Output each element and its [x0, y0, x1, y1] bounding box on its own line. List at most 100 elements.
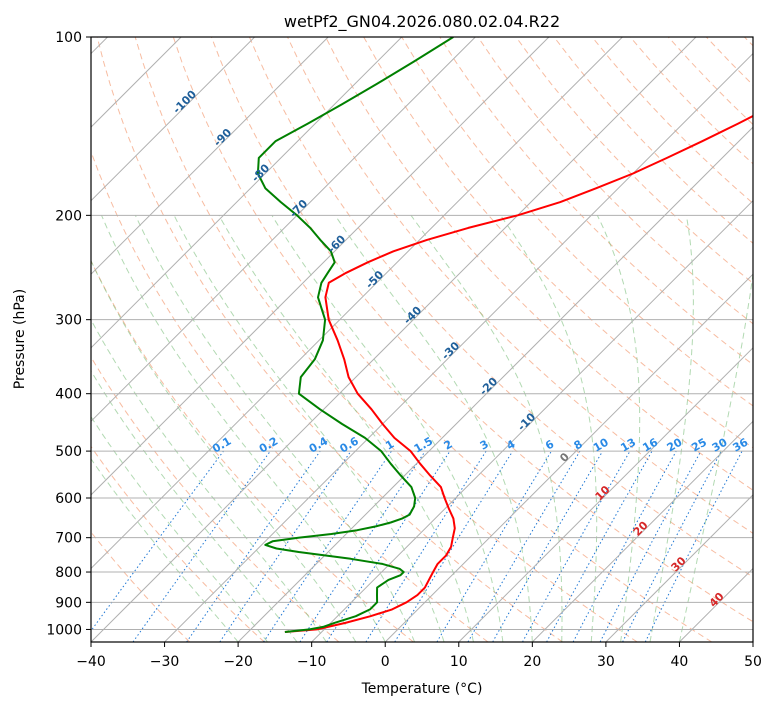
isotherm-line: [91, 37, 623, 570]
moist-adiabat: [410, 215, 563, 642]
mixing-ratio-line: [394, 450, 514, 642]
dry-adiabat: [667, 37, 753, 126]
mixing-ratio-line: [132, 450, 271, 642]
dry-adiabat: [172, 37, 713, 642]
dry-adiabat: [91, 356, 340, 642]
isotherm-line: [91, 37, 403, 349]
isotherm-label: -20: [477, 375, 500, 398]
isotherm-line: [458, 347, 753, 642]
isotherm-label: 20: [631, 518, 651, 538]
moist-adiabat: [91, 259, 357, 642]
mixing-ratio-line: [599, 450, 702, 642]
mixing-ratio-label: 30: [710, 435, 730, 454]
y-tick-label: 300: [55, 313, 82, 329]
x-tick-label: 10: [450, 654, 468, 670]
dry-adiabat: [91, 259, 414, 642]
isotherm-line: [91, 37, 697, 642]
isotherm-line: [384, 273, 753, 642]
moist-adiabats: [91, 215, 753, 642]
moist-adiabat: [91, 318, 327, 642]
x-tick-label: 50: [744, 654, 762, 670]
dry-adiabat: [210, 37, 753, 623]
dry-adiabats: [91, 37, 753, 642]
chart-title: wetPf2_GN04.2026.080.02.04.R22: [284, 12, 560, 32]
mixing-ratio-line: [467, 450, 581, 642]
y-tick-label: 600: [55, 491, 82, 507]
dewpoint-profile: [256, 37, 454, 633]
mixing-ratio-label: 0.4: [307, 434, 331, 455]
x-tick-label: −10: [297, 654, 327, 670]
mixing-ratio-label: 6: [543, 437, 556, 452]
mixing-ratio-line: [263, 450, 392, 642]
grid-lines: [91, 37, 753, 642]
isotherm-line: [531, 420, 753, 642]
y-axis-title: Pressure (hPa): [12, 289, 28, 389]
mixing-ratio-label: 2: [442, 438, 455, 453]
mixing-ratio-line: [644, 450, 743, 642]
isotherm-label: -40: [401, 304, 424, 327]
mixing-ratio-labels: 0.1 0.2 0.4 0.6 1 1.5 2 3 4 6 8 10 13 16 20 25 30 36: [210, 434, 750, 455]
dry-adiabat: [134, 37, 638, 642]
isotherm-line: [679, 567, 753, 642]
temperature-profile: [284, 114, 753, 633]
y-tick-label: 1000: [46, 622, 82, 638]
mixing-ratio-label: 1.5: [412, 435, 435, 456]
mixing-ratio-label: 0.1: [210, 435, 233, 456]
moist-adiabat: [334, 215, 533, 642]
mixing-ratio-label: 16: [640, 435, 660, 454]
mixing-ratio-line: [546, 450, 653, 642]
isotherm-line: [752, 641, 753, 642]
isotherm-label: -80: [249, 161, 272, 184]
moist-adiabat: [271, 215, 504, 642]
mixing-ratio-line: [572, 450, 677, 642]
isotherm-label: 10: [593, 483, 613, 503]
plot-frame: [90, 36, 754, 643]
mixing-ratio-line: [299, 450, 426, 642]
isotherm-line: [164, 52, 753, 642]
isotherm-label: -70: [287, 197, 310, 220]
isotherm-label: 30: [669, 554, 689, 574]
isotherm-line: [237, 126, 753, 642]
dry-adiabat: [744, 37, 753, 47]
dry-adiabat: [91, 531, 191, 642]
plot-area: -100-90-80-70-60-50-40-30-20-10010203040…: [91, 37, 753, 642]
moist-adiabat: [101, 215, 386, 642]
mixing-ratio-line: [91, 450, 224, 632]
y-tick-label: 500: [55, 444, 82, 460]
y-tick-label: 800: [55, 565, 82, 581]
moist-adiabat: [500, 215, 598, 642]
mixing-ratio-label: 10: [591, 435, 611, 454]
y-axis: 100 200 300 400 500 600 700 800 900 1000: [46, 30, 91, 638]
isotherm-label: -100: [170, 87, 199, 116]
mixing-ratio-label: 25: [689, 436, 709, 455]
dry-adiabat: [553, 37, 753, 244]
isotherm-line: [311, 199, 753, 642]
isotherm-line: [605, 494, 753, 642]
dry-adiabat: [91, 150, 489, 642]
y-tick-label: 900: [55, 595, 82, 611]
isotherm-label: -10: [515, 410, 538, 433]
isotherm-label: -90: [211, 126, 234, 149]
moist-adiabat: [218, 215, 474, 642]
isotherm-label: 40: [707, 590, 727, 610]
mixing-ratio-label: 36: [730, 435, 750, 454]
isotherm-label: -50: [363, 268, 386, 291]
x-tick-label: −30: [150, 654, 180, 670]
dry-adiabat: [96, 37, 563, 642]
isotherm-line: [91, 37, 329, 275]
moist-adiabat: [91, 415, 268, 642]
mixing-ratio-line: [365, 450, 487, 642]
x-tick-label: −40: [76, 654, 106, 670]
moist-adiabat: [173, 215, 445, 642]
dry-adiabat: [248, 37, 753, 578]
y-tick-label: 700: [55, 531, 82, 547]
mixing-ratio-line: [186, 450, 321, 642]
x-axis-title: Temperature (°C): [361, 681, 483, 697]
isotherm-line: [91, 37, 256, 202]
moist-adiabat: [91, 457, 239, 642]
x-axis: −40 −30 −20 −10 0 10 20 30 40 50: [76, 642, 762, 670]
dry-adiabat: [287, 37, 753, 534]
mixing-ratio-line: [522, 450, 631, 642]
